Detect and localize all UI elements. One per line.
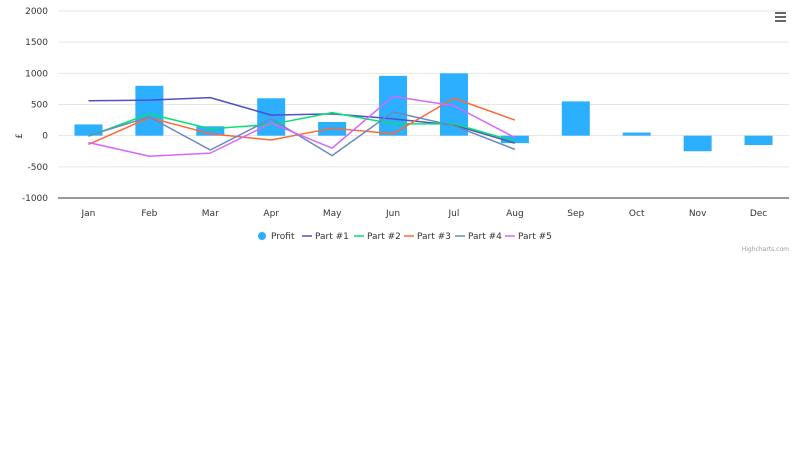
legend: Profit Part #1 Part #2 Part #3 Part #4 Part #…: [258, 232, 552, 242]
y-tick-label: 0: [42, 132, 48, 142]
profit-bar: [135, 85, 164, 136]
profit-bar: [744, 135, 773, 146]
profit-bar: [500, 135, 529, 144]
x-tick-label: Feb: [141, 209, 157, 219]
credits-link[interactable]: Highcharts.com: [742, 246, 789, 253]
x-tick-label: Oct: [629, 209, 645, 219]
profit-bar: [257, 98, 286, 136]
grid: [58, 10, 789, 199]
series-line-part4: [88, 111, 516, 157]
legend-item[interactable]: Part #1: [302, 232, 349, 242]
legend-item[interactable]: Part #2: [354, 232, 401, 242]
x-tick-label: Mar: [202, 209, 219, 219]
profit-bar: [561, 101, 590, 136]
series-line-part5: [88, 95, 516, 157]
y-tick-label: -500: [28, 163, 49, 173]
x-tick-label: Apr: [263, 209, 279, 219]
legend-label: Part #1: [315, 232, 349, 242]
y-tick-label: 500: [31, 101, 48, 111]
legend-label: Profit: [271, 232, 295, 242]
x-ticks: Jan Feb Mar Apr May Jun Jul Aug Sep Oct Nov Dec: [81, 209, 768, 219]
x-tick-label: Jan: [81, 209, 96, 219]
legend-item[interactable]: Part #4: [455, 232, 502, 242]
y-axis-label: £: [15, 133, 25, 139]
legend-label: Part #5: [518, 232, 552, 242]
profit-bar: [74, 124, 103, 136]
profit-bar: [622, 132, 651, 136]
x-tick-label: Dec: [750, 209, 767, 219]
legend-label: Part #2: [367, 232, 401, 242]
y-tick-label: 1500: [25, 38, 48, 48]
y-tick-label: 1000: [25, 69, 48, 79]
x-tick-label: Sep: [567, 209, 584, 219]
y-ticks: -1000 -500 0 500 1000 1500 2000: [22, 7, 48, 204]
legend-label: Part #3: [417, 232, 451, 242]
y-tick-label: -1000: [22, 194, 48, 204]
profit-bar: [683, 135, 712, 152]
profit-bars: [74, 73, 773, 152]
y-tick-label: 2000: [25, 7, 48, 17]
x-tick-label: Aug: [506, 209, 524, 219]
legend-label: Part #4: [468, 232, 502, 242]
x-tick-label: Jun: [385, 209, 400, 219]
x-tick-label: May: [323, 209, 342, 219]
part-lines: [88, 95, 516, 157]
x-tick-label: Nov: [689, 209, 707, 219]
legend-symbol: [258, 232, 266, 240]
legend-item[interactable]: Part #3: [404, 232, 451, 242]
legend-item[interactable]: Part #5: [505, 232, 552, 242]
legend-item[interactable]: Profit: [258, 232, 295, 242]
profit-bar: [379, 75, 408, 136]
profit-bar: [196, 126, 225, 136]
hamburger-menu-icon[interactable]: [775, 12, 786, 22]
x-tick-label: Jul: [448, 209, 460, 219]
